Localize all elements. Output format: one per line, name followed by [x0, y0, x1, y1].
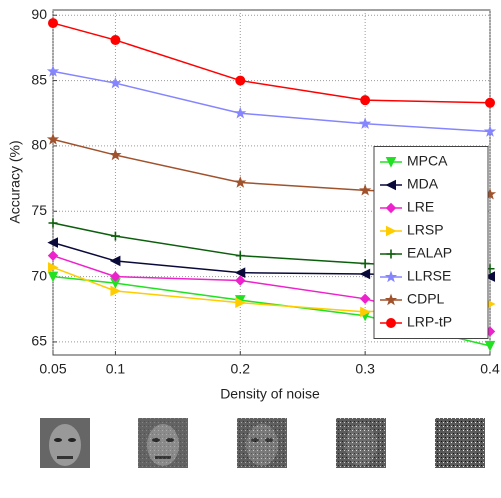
legend-marker — [385, 157, 397, 168]
marker — [109, 76, 122, 89]
marker — [234, 106, 247, 119]
x-tick-label: 0.3 — [355, 361, 375, 377]
x-tick-label: 0.4 — [480, 361, 500, 377]
marker — [109, 148, 122, 161]
marker — [359, 183, 372, 196]
legend-label: LLRSE — [407, 268, 451, 284]
marker — [234, 267, 246, 278]
marker — [360, 259, 370, 269]
legend: MPCA MDA LRE LRSP EALAP LLRSE CDPL LRP-tP — [373, 146, 489, 339]
marker — [235, 297, 246, 309]
x-axis-label: Density of noise — [220, 386, 320, 402]
marker — [485, 97, 495, 108]
y-tick-label: 85 — [31, 71, 47, 87]
face-image — [336, 418, 386, 468]
marker — [46, 132, 60, 145]
marker — [110, 271, 121, 282]
y-axis-label: Accuracy (%) — [7, 140, 23, 223]
marker — [359, 117, 372, 129]
marker — [47, 237, 58, 248]
legend-label: MPCA — [407, 153, 448, 169]
marker — [359, 268, 371, 280]
marker — [484, 340, 496, 352]
marker — [359, 293, 371, 305]
y-tick-label: 75 — [31, 202, 47, 218]
legend-marker — [386, 249, 396, 259]
marker — [234, 176, 247, 188]
marker — [110, 35, 121, 46]
legend-label: LRSP — [407, 222, 444, 238]
marker — [109, 255, 121, 267]
legend-marker — [386, 318, 396, 328]
marker — [484, 271, 495, 282]
face-image — [138, 418, 188, 468]
face-image — [435, 418, 485, 468]
marker — [48, 218, 58, 228]
marker — [360, 306, 371, 318]
marker — [235, 75, 246, 86]
marker — [110, 285, 122, 297]
y-tick-label: 65 — [31, 333, 47, 349]
face-images — [40, 418, 485, 468]
y-tick-label: 90 — [31, 6, 47, 22]
face-image — [40, 418, 90, 468]
marker — [48, 18, 58, 29]
marker — [110, 231, 120, 241]
legend-marker — [386, 225, 397, 237]
marker — [235, 251, 245, 261]
marker — [360, 95, 371, 106]
legend-marker — [384, 270, 398, 283]
marker — [48, 262, 59, 273]
marker — [47, 250, 59, 261]
y-tick-label: 70 — [31, 267, 47, 283]
legend-marker — [385, 202, 397, 214]
marker — [235, 275, 246, 286]
marker — [46, 64, 60, 77]
legend-label: LRE — [407, 199, 434, 215]
x-tick-label: 0.05 — [39, 361, 66, 377]
face-image — [237, 418, 287, 468]
legend-label: MDA — [407, 176, 439, 192]
y-tick-label: 80 — [31, 137, 47, 153]
x-tick-label: 0.1 — [106, 361, 126, 377]
legend-marker — [384, 293, 398, 306]
legend-label: LRP-tP — [407, 314, 452, 330]
legend-label: EALAP — [407, 245, 452, 261]
legend-marker — [385, 179, 396, 191]
marker — [483, 125, 497, 137]
legend-box — [373, 146, 489, 339]
x-tick-label: 0.2 — [231, 361, 251, 377]
marker — [47, 271, 59, 283]
legend-label: CDPL — [407, 291, 445, 307]
